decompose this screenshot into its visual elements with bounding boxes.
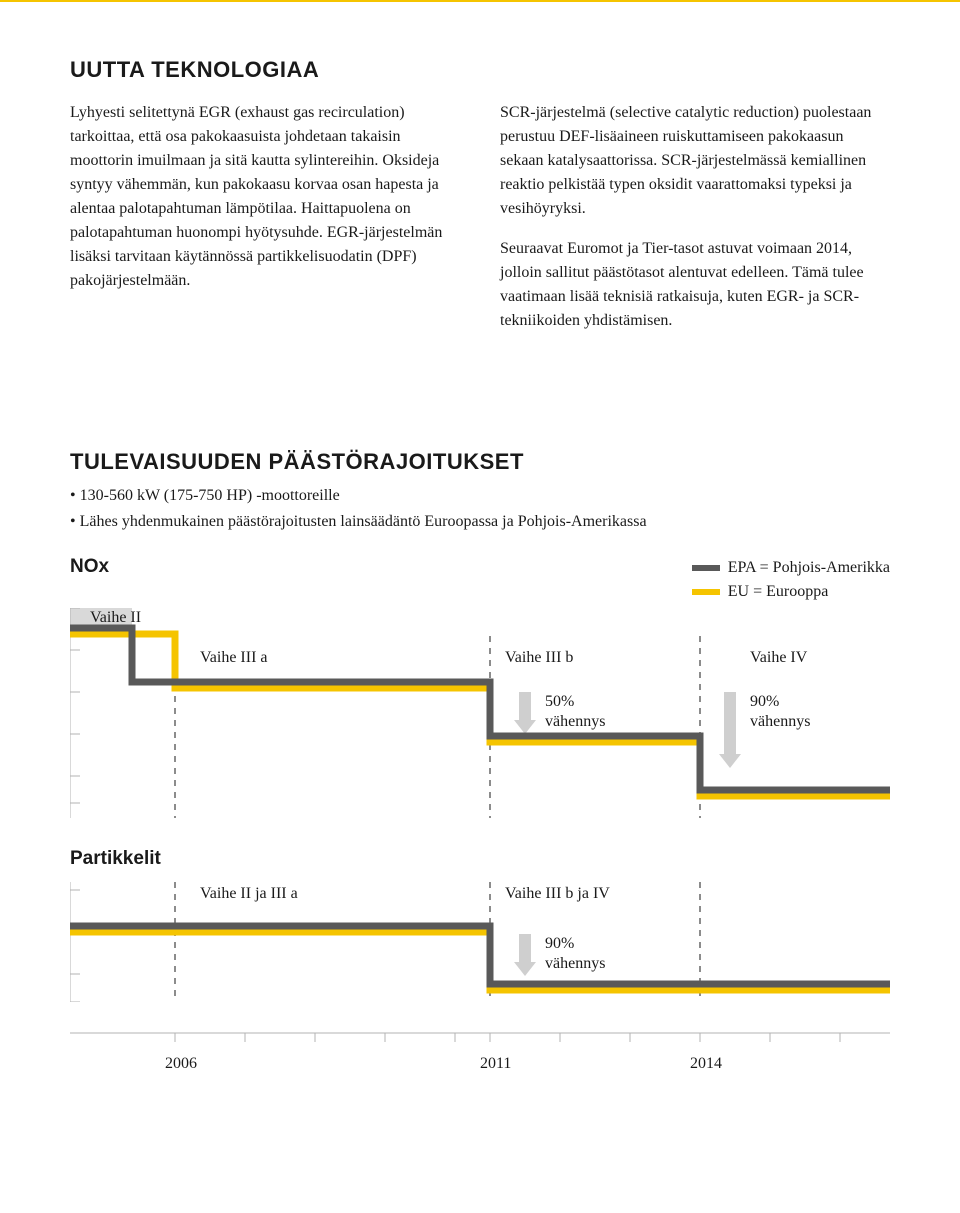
xaxis-year: 2006 <box>165 1055 197 1073</box>
two-column-text: Lyhyesti selitettynä EGR (exhaust gas re… <box>70 101 890 349</box>
partikkelit-chart: Vaihe II ja III a Vaihe III b ja IV 90% … <box>70 872 890 1002</box>
nox-title: NOx <box>70 556 109 578</box>
headline: UUTTA TEKNOLOGIAA <box>70 57 890 83</box>
nox-chart: Vaihe II Vaihe III a Vaihe III b Vaihe I… <box>70 608 890 818</box>
label-vaihe-b: Vaihe III b ja IV <box>505 884 610 904</box>
emissions-section: TULEVAISUUDEN PÄÄSTÖRAJOITUKSET 130-560 … <box>0 449 960 1107</box>
paragraph: SCR-järjestelmä (selective catalytic red… <box>500 101 890 221</box>
label-90pct: 90% vähennys <box>750 692 810 732</box>
paragraph: Lyhyesti selitettynä EGR (exhaust gas re… <box>70 101 460 293</box>
label-vaihe3a: Vaihe III a <box>200 648 268 668</box>
paragraph: Seuraavat Euromot ja Tier-tasot astuvat … <box>500 237 890 333</box>
swatch-eu <box>692 589 720 595</box>
bullet-list: 130-560 kW (175-750 HP) -moottoreille Lä… <box>70 483 890 534</box>
label-vaihe2: Vaihe II <box>90 608 141 628</box>
partikkelit-title: Partikkelit <box>70 848 890 870</box>
article-body: UUTTA TEKNOLOGIAA Lyhyesti selitettynä E… <box>0 2 960 449</box>
label-90pct-p: 90% vähennys <box>545 934 605 974</box>
xaxis-year: 2014 <box>690 1055 722 1073</box>
column-2: SCR-järjestelmä (selective catalytic red… <box>500 101 890 349</box>
chart-legend: EPA = Pohjois-Amerikka EU = Eurooppa <box>692 556 890 604</box>
xaxis-ticks <box>70 1032 890 1046</box>
nox-header-row: NOx EPA = Pohjois-Amerikka EU = Eurooppa <box>70 556 890 604</box>
bullet-item: 130-560 kW (175-750 HP) -moottoreille <box>70 483 890 509</box>
section-heading: TULEVAISUUDEN PÄÄSTÖRAJOITUKSET <box>70 449 890 475</box>
legend-epa: EPA = Pohjois-Amerikka <box>692 556 890 580</box>
partikkelit-chart-svg <box>70 872 890 1002</box>
legend-eu-label: EU = Eurooppa <box>728 580 829 604</box>
legend-eu: EU = Eurooppa <box>692 580 890 604</box>
label-vaihe-a: Vaihe II ja III a <box>200 884 298 904</box>
column-1: Lyhyesti selitettynä EGR (exhaust gas re… <box>70 101 460 349</box>
xaxis-labels: 2006 2011 2014 <box>80 1055 890 1077</box>
xaxis-year: 2011 <box>480 1055 511 1073</box>
swatch-epa <box>692 565 720 571</box>
label-vaihe3b: Vaihe III b <box>505 648 573 668</box>
legend-epa-label: EPA = Pohjois-Amerikka <box>728 556 890 580</box>
label-50pct: 50% vähennys <box>545 692 605 732</box>
label-vaihe4: Vaihe IV <box>750 648 807 668</box>
bullet-item: Lähes yhdenmukainen päästörajoitusten la… <box>70 509 890 535</box>
